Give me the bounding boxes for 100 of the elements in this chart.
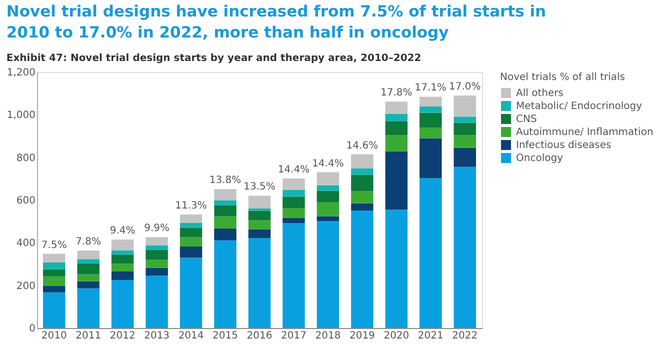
y-tick-label: 200	[16, 280, 36, 292]
bar	[282, 197, 305, 208]
bar	[180, 214, 202, 223]
legend-label: Infectious diseases	[516, 140, 612, 151]
bar	[111, 250, 134, 255]
annotation: 14.4%	[278, 164, 310, 176]
annotation: 14.6%	[346, 140, 378, 152]
y-tick-label: 1,200	[6, 68, 36, 78]
bar	[454, 116, 476, 123]
bar	[214, 189, 236, 200]
bar	[282, 208, 305, 218]
legend-label: Metabolic/ Endocrinology	[516, 101, 642, 112]
bar	[42, 269, 66, 276]
bar	[42, 286, 66, 292]
x-tick-label: 2016	[246, 330, 272, 342]
bar	[111, 280, 134, 328]
x-tick-label: 2012	[110, 330, 136, 342]
bar	[385, 114, 408, 122]
bar	[454, 122, 476, 136]
bar	[214, 240, 236, 328]
x-tick-label: 2011	[76, 330, 102, 342]
bar	[77, 263, 100, 274]
annotation: 17.1%	[414, 82, 447, 94]
x-tick-label: 2020	[384, 330, 410, 342]
bar	[351, 154, 374, 168]
bar	[316, 216, 340, 222]
legend-label: All others	[516, 88, 564, 99]
bar	[420, 128, 442, 138]
bar	[316, 185, 340, 191]
bar	[282, 223, 305, 328]
annotation: 14.4%	[312, 158, 344, 170]
bar	[214, 200, 236, 206]
bar	[385, 121, 408, 136]
bar	[146, 250, 168, 260]
annotation: 17.8%	[380, 88, 412, 99]
bar	[248, 229, 271, 238]
bar	[214, 228, 236, 240]
bar	[248, 210, 271, 220]
y-tick-label: 1,000	[6, 110, 36, 122]
bar	[146, 276, 168, 328]
y-tick-label: 0	[29, 324, 36, 334]
bar	[146, 245, 168, 250]
bar	[146, 260, 168, 268]
bar	[180, 258, 202, 328]
bar	[146, 237, 168, 246]
bar	[77, 250, 100, 260]
bar	[111, 264, 134, 272]
bar	[180, 246, 202, 258]
legend-title: Novel trials % of all trials	[500, 72, 626, 83]
bar	[77, 288, 100, 328]
bar	[282, 178, 305, 190]
bar	[385, 135, 408, 152]
bar	[248, 208, 271, 211]
bar	[42, 254, 66, 263]
x-tick-label: 2014	[178, 330, 204, 342]
bar	[316, 172, 340, 186]
bar	[42, 262, 66, 270]
y-tick-label: 600	[16, 196, 36, 206]
bar	[111, 271, 134, 280]
bar	[351, 203, 374, 210]
bar	[351, 168, 374, 175]
legend-label: Oncology	[516, 153, 564, 164]
bar	[77, 259, 100, 264]
bar	[214, 206, 236, 216]
annotation: 13.8%	[209, 175, 242, 186]
bar	[180, 228, 202, 238]
x-tick-label: 2015	[212, 330, 238, 342]
annotation: 9.4%	[110, 225, 136, 236]
bar	[42, 292, 66, 328]
bar	[146, 268, 168, 276]
bar	[420, 112, 442, 128]
bar	[248, 196, 271, 208]
bar	[351, 210, 374, 328]
x-tick-label: 2022	[452, 330, 478, 342]
bar	[180, 222, 202, 228]
annotation: 13.5%	[244, 182, 276, 193]
bar	[454, 166, 476, 328]
annotation: 11.3%	[175, 200, 207, 212]
x-tick-label: 2017	[281, 330, 306, 342]
annotation: 9.9%	[144, 223, 170, 234]
chart-subtitle: Exhibit 47: Novel trial design starts by year and therapy area, 2010–2022	[6, 53, 422, 64]
bar	[420, 106, 442, 113]
bar	[454, 95, 476, 117]
bar	[111, 254, 134, 264]
x-tick-label: 2021	[418, 330, 444, 342]
bar	[420, 96, 442, 107]
bar	[420, 178, 442, 328]
bar	[316, 221, 340, 328]
bar	[385, 151, 408, 210]
y-tick-label: 800	[16, 152, 36, 164]
x-tick-label: 2013	[144, 330, 170, 342]
x-tick-label: 2018	[315, 330, 341, 342]
annotation: 7.8%	[76, 236, 102, 248]
x-tick-label: 2010	[41, 330, 67, 342]
bar	[180, 237, 202, 247]
bar	[454, 135, 476, 148]
chart-title: Novel trial designs have increased from 7.5% of trial starts in 2010 to 17.0% in 2022, more than half in oncology	[6, 2, 546, 42]
bar	[420, 138, 442, 178]
bar	[248, 220, 271, 230]
legend-label: Autoimmune/ Inflammation	[516, 127, 654, 138]
